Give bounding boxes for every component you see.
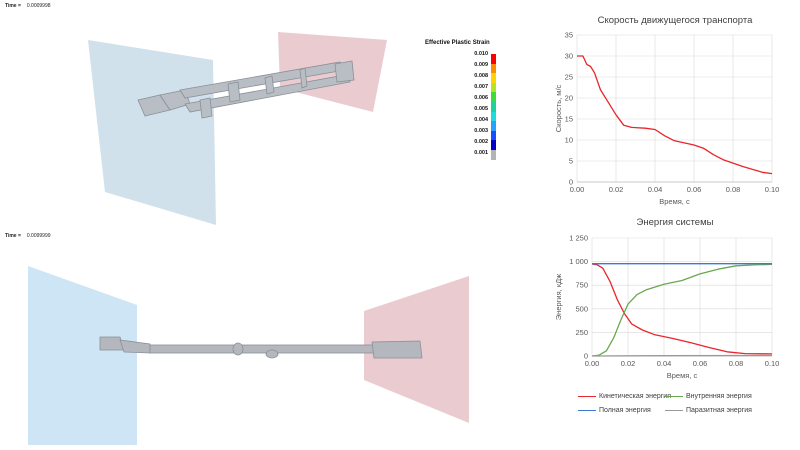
bottom-time-value: 0.0099999 bbox=[26, 233, 51, 239]
top-time-value: 0.0009998 bbox=[26, 3, 51, 9]
y-axis-label: Энергия, кДж bbox=[555, 274, 563, 320]
top-vehicle-frame bbox=[137, 60, 355, 119]
y-tick-label: 1 250 bbox=[569, 234, 588, 243]
strain-legend-swatch bbox=[491, 111, 496, 122]
bottom-blue-barrier-plane bbox=[28, 266, 137, 445]
legend-kinetic-swatch bbox=[578, 395, 596, 398]
x-tick-label: 0.04 bbox=[657, 359, 672, 368]
strain-legend-level: 0.003 bbox=[474, 128, 488, 134]
x-tick-label: 0.08 bbox=[726, 185, 741, 194]
x-axis-label: Время, с bbox=[659, 197, 690, 206]
y-tick-label: 500 bbox=[575, 304, 588, 313]
strain-legend-swatch bbox=[491, 121, 496, 131]
legend-total-swatch bbox=[578, 409, 596, 412]
strain-legend-swatch bbox=[491, 54, 496, 64]
y-tick-label: 0 bbox=[584, 352, 588, 361]
y-tick-label: 750 bbox=[575, 281, 588, 290]
series-line bbox=[591, 263, 773, 355]
strain-legend-level: 0.005 bbox=[474, 106, 488, 112]
x-tick-label: 0.06 bbox=[693, 359, 708, 368]
x-tick-label: 0.02 bbox=[621, 359, 636, 368]
strain-legend-level: 0.004 bbox=[474, 117, 488, 123]
y-tick-label: 25 bbox=[565, 73, 573, 82]
x-tick-label: 0.06 bbox=[687, 185, 702, 194]
legend-parasitic-label: Паразитная энергия bbox=[686, 407, 752, 414]
legend-parasitic-swatch bbox=[665, 409, 683, 412]
x-tick-label: 0.02 bbox=[609, 185, 624, 194]
x-tick-label: 0.10 bbox=[765, 359, 780, 368]
series-line bbox=[591, 263, 773, 357]
series-line bbox=[577, 55, 773, 175]
y-tick-label: 30 bbox=[565, 52, 573, 61]
x-axis-label: Время, с bbox=[667, 371, 698, 380]
top-blue-barrier-plane bbox=[88, 40, 216, 225]
bottom-time-readout: Time = 0.0099999 bbox=[5, 233, 51, 239]
legend-kinetic-label: Кинетическая энергия bbox=[599, 393, 671, 400]
strain-legend-level: 0.008 bbox=[474, 73, 488, 79]
energy-chart: 0 250 500 750 1 000 1 250 0.00 0.02 0.04 0.06 0.08… bbox=[555, 234, 780, 381]
y-tick-label: 10 bbox=[565, 136, 573, 145]
strain-legend-swatch bbox=[491, 102, 496, 112]
strain-legend-level: 0.010 bbox=[474, 51, 488, 57]
strain-legend-level: 0.007 bbox=[474, 84, 488, 90]
legend-internal: Внутренняя энергия bbox=[665, 393, 752, 400]
energy-chart-title: Энергия системы bbox=[636, 217, 714, 228]
x-tick-label: 0.00 bbox=[585, 359, 600, 368]
y-tick-label: 5 bbox=[569, 157, 573, 166]
y-tick-label: 0 bbox=[569, 178, 573, 187]
y-tick-label: 250 bbox=[575, 328, 588, 337]
y-tick-label: 1 000 bbox=[569, 257, 588, 266]
x-tick-label: 0.04 bbox=[648, 185, 663, 194]
strain-legend-swatch bbox=[491, 150, 496, 160]
bottom-time-label: Time = bbox=[5, 233, 21, 239]
y-tick-label: 20 bbox=[565, 94, 573, 103]
top-time-label: Time = bbox=[5, 3, 21, 9]
y-tick-label: 35 bbox=[565, 31, 573, 40]
series-line bbox=[591, 354, 773, 357]
bottom-vehicle-frame bbox=[99, 336, 423, 359]
legend-kinetic: Кинетическая энергия bbox=[578, 393, 671, 400]
strain-legend-swatch bbox=[491, 130, 496, 141]
y-axis-label: Скорость, м/с bbox=[555, 84, 563, 132]
y-tick-label: 15 bbox=[565, 115, 573, 124]
strain-legend-swatch bbox=[491, 92, 496, 102]
x-tick-label: 0.08 bbox=[729, 359, 744, 368]
x-tick-label: 0.10 bbox=[765, 185, 780, 194]
legend-internal-label: Внутренняя энергия bbox=[686, 393, 752, 400]
speed-chart-title: Скорость движущегося транспорта bbox=[597, 15, 753, 26]
strain-legend-level: 0.009 bbox=[474, 62, 488, 68]
strain-legend-swatch bbox=[491, 82, 496, 93]
strain-legend-level: 0.002 bbox=[474, 139, 488, 145]
strain-legend-swatch bbox=[491, 140, 496, 150]
legend-total: Полная энергия bbox=[578, 407, 651, 414]
strain-legend-title: Effective Plastic Strain bbox=[425, 40, 490, 46]
strain-legend-level: 0.006 bbox=[474, 95, 488, 101]
x-tick-label: 0.00 bbox=[570, 185, 585, 194]
strain-legend-swatch bbox=[491, 73, 496, 83]
strain-legend-level: 0.001 bbox=[474, 150, 488, 156]
top-3d-viewport[interactable] bbox=[0, 0, 420, 225]
strain-legend-swatch bbox=[491, 63, 496, 74]
legend-internal-swatch bbox=[665, 395, 683, 398]
top-time-readout: Time = 0.0009998 bbox=[5, 3, 51, 9]
speed-chart: 0 5 10 15 20 25 30 35 0.00 0.02 0.04 0.06 0.08 0.10 Вр… bbox=[555, 31, 780, 207]
legend-total-label: Полная энергия bbox=[599, 407, 651, 414]
legend-parasitic: Паразитная энергия bbox=[665, 407, 752, 414]
bottom-3d-viewport[interactable] bbox=[0, 240, 540, 450]
